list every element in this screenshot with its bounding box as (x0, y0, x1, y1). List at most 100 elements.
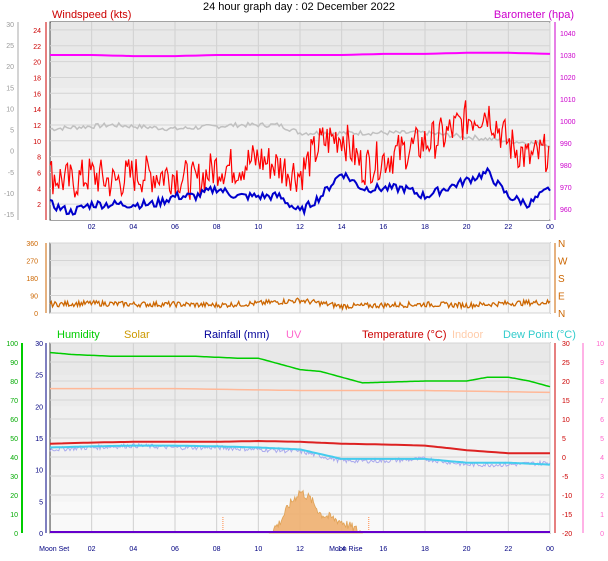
indoor-line (50, 387, 551, 394)
uv-tick: 6 (600, 417, 604, 424)
temp-x-tick: 10 (254, 546, 262, 553)
temp-x-tick: 04 (129, 546, 137, 553)
solar-tick: 15 (35, 436, 43, 443)
uv-tick: 1 (600, 512, 604, 519)
event-moon-set: Moon Set (39, 546, 69, 553)
barometer-line (50, 51, 551, 58)
temp-right-tick: 5 (562, 436, 566, 443)
baro-y-tick: 980 (560, 163, 572, 170)
humidity-line (49, 351, 551, 388)
wind-y-tick: 16 (33, 91, 41, 98)
baro-y-tick: 970 (560, 185, 572, 192)
direction-y-tick: 0 (34, 311, 38, 318)
wind-y-tick: 10 (33, 139, 41, 146)
humidity-tick: 20 (10, 493, 18, 500)
wind-y-tick: 2 (37, 202, 41, 209)
legend-rainfall-mm-: Rainfall (mm) (204, 329, 269, 341)
humidity-tick: 80 (10, 379, 18, 386)
chart-title: 24 hour graph day : 02 December 2022 (203, 1, 395, 13)
humidity-tick: 90 (10, 360, 18, 367)
direction-compass-tick: W (558, 257, 568, 268)
wind-x-tick: 12 (296, 224, 304, 231)
direction-y-tick: 360 (26, 241, 38, 248)
legend-indoor: Indoor (452, 329, 484, 341)
wind-y-tick: 20 (33, 60, 41, 67)
average-wind-line (49, 166, 551, 217)
wind-y-tick: 24 (33, 28, 41, 35)
humidity-tick: 100 (6, 341, 18, 348)
uv-tick: 4 (600, 455, 604, 462)
wind-y-tick: 12 (33, 123, 41, 130)
direction-y-tick: 270 (26, 259, 38, 266)
direction-compass-tick: N (558, 239, 565, 250)
windspeed-label: Windspeed (kts) (52, 9, 131, 21)
temp-right-tick: -20 (562, 531, 572, 538)
legend-solar: Solar (124, 329, 150, 341)
barometer-label: Barometer (hpa) (494, 9, 574, 21)
wind-x-tick: 02 (88, 224, 96, 231)
temp-x-tick: 18 (421, 546, 429, 553)
dewpoint-line (49, 444, 551, 466)
uv-tick: 8 (600, 379, 604, 386)
wind-far-left-tick: -5 (8, 170, 14, 177)
direction-y-tick: 180 (26, 276, 38, 283)
direction-line (49, 297, 551, 312)
solar-tick: 0 (39, 531, 43, 538)
solar-tick: 5 (39, 499, 43, 506)
solar-tick: 25 (35, 373, 43, 380)
humidity-tick: 50 (10, 436, 18, 443)
wind-far-left-tick: 20 (6, 64, 14, 71)
temp-x-tick: 00 (546, 546, 554, 553)
baro-y-tick: 960 (560, 207, 572, 214)
solar-tick: 30 (35, 341, 43, 348)
wind-y-tick: 18 (33, 75, 41, 82)
gray-series-line (49, 121, 551, 148)
temp-right-tick: 15 (562, 398, 570, 405)
wind-x-tick: 20 (463, 224, 471, 231)
wind-x-tick: 04 (129, 224, 137, 231)
humidity-tick: 10 (10, 512, 18, 519)
wind-y-tick: 22 (33, 44, 41, 51)
wind-far-left-tick: -15 (4, 212, 14, 219)
direction-compass-tick: N (558, 309, 565, 320)
direction-y-tick: 90 (30, 294, 38, 301)
uv-tick: 9 (600, 360, 604, 367)
baro-y-tick: 1040 (560, 31, 576, 38)
temp-right-tick: 10 (562, 417, 570, 424)
temp-x-tick: 16 (379, 546, 387, 553)
wind-y-tick: 6 (37, 170, 41, 177)
temp-right-tick: 25 (562, 360, 570, 367)
temp-right-tick: 30 (562, 341, 570, 348)
temp-x-tick: 20 (463, 546, 471, 553)
uv-tick: 3 (600, 474, 604, 481)
baro-y-tick: 1010 (560, 97, 576, 104)
solar-tick: 20 (35, 404, 43, 411)
uv-tick: 2 (600, 493, 604, 500)
baro-y-tick: 1000 (560, 119, 576, 126)
uv-tick: 5 (600, 436, 604, 443)
legend-uv: UV (286, 329, 302, 341)
wind-x-tick: 14 (338, 224, 346, 231)
temp-right-tick: -5 (562, 474, 568, 481)
temp-x-tick: 06 (171, 546, 179, 553)
temp-x-tick: 22 (504, 546, 512, 553)
uv-tick: 10 (596, 341, 604, 348)
direction-compass-tick: E (558, 292, 565, 303)
wind-x-tick: 18 (421, 224, 429, 231)
wind-x-tick: 16 (379, 224, 387, 231)
legend-humidity: Humidity (57, 329, 100, 341)
wind-y-tick: 8 (37, 155, 41, 162)
wind-x-tick: 10 (254, 224, 262, 231)
wind-far-left-tick: 15 (6, 85, 14, 92)
temp-right-tick: -15 (562, 512, 572, 519)
legend-temperature-c-: Temperature (°C) (362, 329, 446, 341)
temp-x-tick: 12 (296, 546, 304, 553)
baro-y-tick: 1020 (560, 75, 576, 82)
temp-x-tick: 02 (88, 546, 96, 553)
wind-x-tick: 06 (171, 224, 179, 231)
event-moon-rise: Moon Rise (329, 546, 363, 553)
solar-tick: 10 (35, 468, 43, 475)
wind-far-left-tick: -10 (4, 191, 14, 198)
